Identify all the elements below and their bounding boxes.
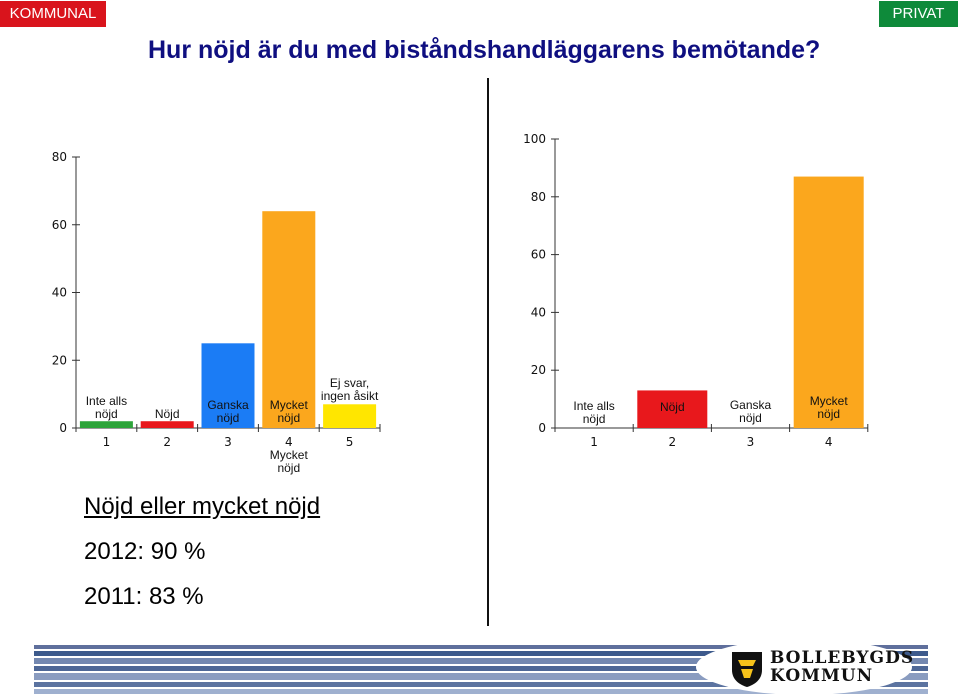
bar-label-4: Mycket [810,394,849,408]
bar-label-4: Mycket [270,398,309,412]
x-tick-label: 3 [747,435,755,449]
shield-icon [732,652,762,687]
footer-stripe [34,689,928,694]
bar-label-1: Inte alls [86,394,127,408]
summary-heading: Nöjd eller mycket nöjd [84,493,321,520]
y-tick-label: 40 [52,286,67,300]
y-tick-label: 60 [52,218,67,232]
bar-2 [637,390,708,428]
x-tick-label: 1 [103,435,111,449]
x-tick-label: 4 [825,435,833,449]
y-tick-label: 20 [52,353,67,367]
bar-label-4: nöjd [277,411,300,425]
category-label: Mycket [270,448,309,462]
bar-1 [79,421,133,428]
x-tick-label: 1 [590,435,598,449]
footer-stripe [34,645,928,649]
bar-label-2: Nöjd [155,407,180,421]
summary-line-2011: 2011: 83 % [84,583,204,610]
y-tick-label: 80 [531,190,546,204]
bar-5 [323,404,377,428]
summary-line-2012: 2012: 90 % [84,538,206,565]
bar-label-2: Nöjd [660,400,685,414]
bar-4 [793,176,864,428]
bar-label-1: Inte alls [573,399,614,413]
footer-stripe [34,666,928,671]
x-tick-label: 2 [163,435,171,449]
y-tick-label: 20 [531,363,546,377]
footer-stripe [34,682,928,687]
y-tick-label: 60 [531,248,546,262]
privat-tag: PRIVAT [879,1,958,27]
bar-label-3: Ganska [730,398,772,412]
x-tick-label: 4 [285,435,293,449]
bar-label-4: nöjd [817,407,840,421]
y-tick-label: 0 [538,421,546,435]
bar-label-1: nöjd [583,412,606,426]
kommunal-tag: KOMMUNAL [0,1,106,27]
x-tick-label: 3 [224,435,232,449]
bar-2 [140,421,194,428]
category-label: nöjd [277,461,300,475]
bar-3 [201,343,255,428]
x-tick-label: 5 [346,435,354,449]
footer-stripe [34,673,928,680]
chart-divider [487,78,489,626]
bar-4 [262,211,316,428]
bar-label-5: Ej svar, [330,376,369,390]
y-tick-label: 100 [523,132,546,146]
footer-stripe [34,658,928,664]
bar-label-3: Ganska [207,398,249,412]
x-tick-label: 2 [668,435,676,449]
y-tick-label: 40 [531,305,546,319]
logo-text: KOMMUN [770,666,874,686]
logo-text: BOLLEBYGDS [770,648,915,668]
page-title: Hur nöjd är du med biståndshandläggarens… [148,36,821,64]
footer-stripe [34,651,928,656]
bar-label-3: nöjd [739,411,762,425]
bar-label-1: nöjd [95,407,118,421]
bar-label-3: nöjd [217,411,240,425]
bar-label-5: ingen åsikt [321,389,379,403]
y-tick-label: 80 [52,150,67,164]
y-tick-label: 0 [59,421,67,435]
